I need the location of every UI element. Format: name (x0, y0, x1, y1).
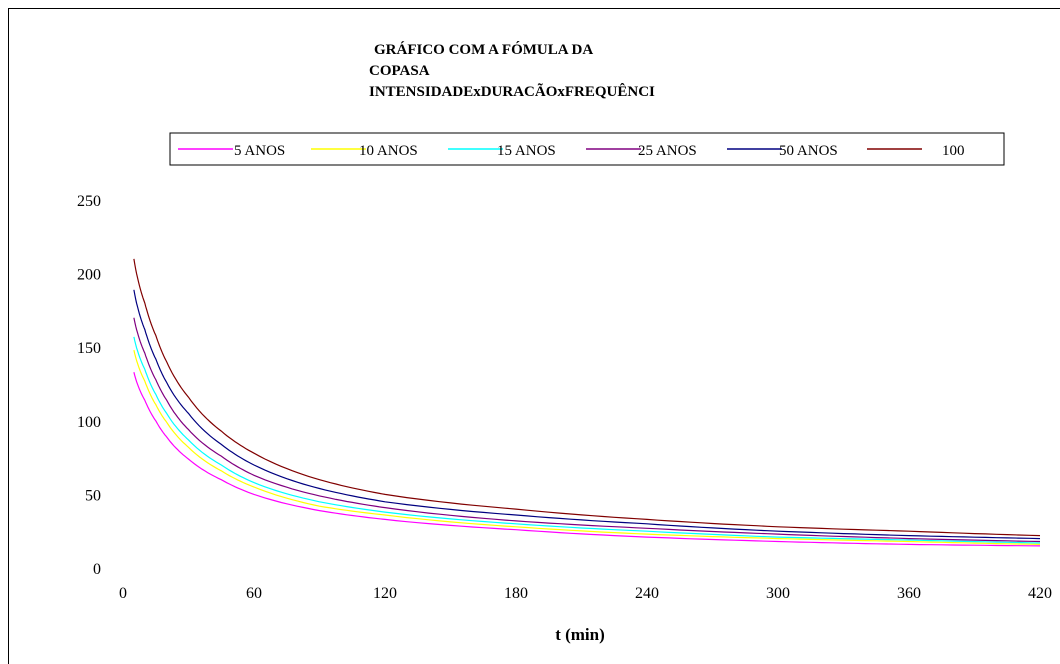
x-axis-label: t (min) (555, 625, 605, 644)
chart-title-line-2: COPASA (369, 63, 430, 79)
legend-label-1: 5 ANOS (234, 143, 285, 159)
legend-label-2: 10 ANOS (359, 143, 418, 159)
x-tick-label: 420 (1028, 585, 1052, 602)
x-tick-label: 300 (766, 585, 790, 602)
series-line-6 (133, 258, 1041, 537)
y-tick-label: 150 (77, 340, 101, 357)
x-tick-label: 240 (635, 585, 659, 602)
y-tick-label: 0 (93, 561, 101, 578)
y-tick-label: 200 (77, 267, 101, 284)
chart-title-line-3: INTENSIDADExDURACÃOxFREQUÊNCI (369, 84, 655, 100)
legend-label-4: 25 ANOS (638, 143, 697, 159)
y-axis-ticks: 0 50 100 150 200 250 (77, 193, 101, 578)
y-tick-label: 250 (77, 193, 101, 210)
x-tick-label: 360 (897, 585, 921, 602)
y-tick-label: 50 (85, 487, 101, 504)
series-line-3 (133, 336, 1041, 544)
legend: 5 ANOS 10 ANOS 15 ANOS 25 ANOS 50 ANOS 100 (178, 143, 965, 159)
legend-label-6: 100 (942, 143, 965, 159)
legend-box (169, 132, 1005, 166)
chart-frame (8, 8, 1060, 664)
x-tick-label: 180 (504, 585, 528, 602)
series-line-4 (133, 317, 1041, 543)
plot-lines (133, 258, 1041, 547)
x-tick-label: 120 (373, 585, 397, 602)
series-line-5 (133, 289, 1041, 540)
chart-title-line-1: GRÁFICO COM A FÓMULA DA (374, 42, 594, 58)
series-line-1 (133, 372, 1041, 547)
x-tick-label: 0 (119, 585, 127, 602)
legend-label-5: 50 ANOS (779, 143, 838, 159)
y-tick-label: 100 (77, 414, 101, 431)
series-line-2 (133, 349, 1041, 545)
x-tick-label: 60 (246, 585, 262, 602)
x-axis-ticks: 0 60 120 180 240 300 360 420 (119, 585, 1052, 602)
legend-label-3: 15 ANOS (497, 143, 556, 159)
